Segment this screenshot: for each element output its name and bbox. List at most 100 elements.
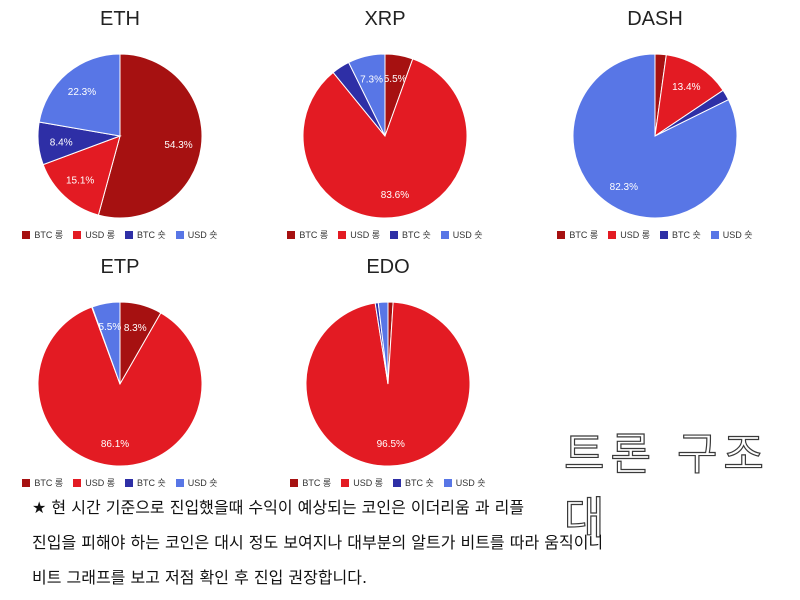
pie-slice-usd-long — [302, 58, 468, 219]
legend-item-btc-short: BTC 숏 — [393, 476, 434, 489]
pie-plot: 13.4% 82.3% — [572, 53, 738, 219]
legend-swatch — [175, 478, 184, 487]
legend-swatch — [73, 478, 82, 487]
slice-data-label: 96.5% — [377, 439, 405, 450]
slice-data-label: 86.1% — [101, 439, 129, 450]
legend-item-btc-long: BTC 롱 — [22, 476, 63, 489]
pie-slice-btc-long — [97, 53, 203, 219]
pie-slice-usd-long — [305, 301, 471, 467]
pie-chart-etp: ETP 8.3% 86.1% 5.5% BTC 롱 USD 롱 BTC 숏 USD 숏 — [0, 248, 250, 498]
legend-label: USD 롱 — [620, 230, 650, 240]
legend-item-btc-short: BTC 숏 — [390, 228, 431, 241]
legend-swatch — [290, 478, 299, 487]
legend-item-btc-short: BTC 숏 — [125, 228, 166, 241]
slice-data-label: 8.4% — [50, 137, 73, 148]
legend-swatch — [660, 230, 668, 239]
pie-slice-usd-long — [37, 306, 203, 467]
legend-swatch — [125, 230, 133, 239]
legend-item-usd-long: USD 롱 — [73, 476, 115, 489]
legend-item-btc-short: BTC 숏 — [660, 228, 701, 241]
legend-item-usd-short: USD 숏 — [443, 476, 486, 489]
pie-chart-eth: ETH 54.3% 15.1% 8.4% 22.3% BTC 롱 USD 롱 BTC 숏 U… — [0, 0, 250, 250]
legend-swatch — [22, 478, 31, 487]
legend-item-usd-long: USD 롱 — [338, 228, 380, 241]
legend-swatch — [390, 230, 398, 239]
slice-data-label: 5.5% — [384, 74, 407, 85]
chart-title: DASH — [627, 8, 683, 30]
legend-swatch — [608, 230, 617, 239]
legend-label: BTC 롱 — [569, 230, 599, 240]
slice-data-label: 83.6% — [381, 190, 409, 201]
legend-label: BTC 롱 — [299, 230, 329, 240]
pie-slice-usd-short — [377, 301, 389, 385]
legend-item-btc-long: BTC 롱 — [22, 228, 63, 241]
slice-data-label: 82.3% — [610, 182, 638, 193]
pie-plot: 54.3% 15.1% 8.4% 22.3% — [37, 53, 203, 219]
pie-chart-xrp: XRP 5.5% 83.6% 7.3% BTC 롱 USD 롱 BTC 숏 USD 숏 — [255, 0, 515, 250]
pie-slice-usd-short — [91, 301, 121, 385]
legend-label: USD 숏 — [722, 230, 753, 240]
legend-label: BTC 롱 — [34, 478, 64, 488]
pie-slice-usd-short — [348, 53, 386, 137]
legend-swatch — [338, 230, 347, 239]
legend-label: BTC 숏 — [137, 230, 166, 240]
chart-legend: BTC 롱 USD 롱 BTC 숏 USD 숏 — [255, 228, 515, 241]
chart-legend: BTC 롱 USD 롱 BTC 숏 USD 숏 — [258, 476, 518, 489]
legend-item-usd-long: USD 롱 — [341, 476, 383, 489]
slice-data-label: 15.1% — [66, 176, 94, 187]
pie-slice-usd-short — [572, 53, 738, 219]
legend-swatch — [710, 230, 719, 239]
legend-label: USD 숏 — [187, 230, 218, 240]
legend-label: USD 롱 — [353, 478, 383, 488]
legend-label: USD 롱 — [350, 230, 380, 240]
legend-label: BTC 숏 — [405, 478, 434, 488]
slice-data-label: 7.3% — [360, 75, 383, 86]
legend-label: USD 숏 — [452, 230, 483, 240]
legend-item-usd-short: USD 숏 — [175, 476, 218, 489]
legend-item-usd-long: USD 롱 — [608, 228, 650, 241]
note-line: 비트 그래프를 보고 저점 확인 후 진입 권장합니다. — [32, 568, 368, 587]
legend-label: BTC 숏 — [137, 478, 166, 488]
pie-slice-usd-short — [38, 53, 121, 137]
chart-legend: BTC 롱 USD 롱 BTC 숏 USD 숏 — [0, 228, 250, 241]
legend-item-btc-short: BTC 숏 — [125, 476, 166, 489]
legend-swatch — [22, 230, 31, 239]
legend-swatch — [393, 478, 401, 487]
notes-block: ★ 현 시간 기준으로 진입했을때 수익이 예상되는 코인은 이더리움 과 리플… — [32, 494, 782, 599]
legend-item-usd-short: USD 숏 — [440, 228, 483, 241]
legend-item-usd-long: USD 롱 — [73, 228, 115, 241]
chart-title: ETH — [100, 8, 140, 30]
legend-label: BTC 숏 — [402, 230, 431, 240]
pie-slice-usd-long — [42, 135, 121, 216]
legend-label: USD 롱 — [85, 230, 115, 240]
legend-item-usd-short: USD 숏 — [710, 228, 753, 241]
chart-title: XRP — [364, 8, 406, 30]
slice-data-label: 54.3% — [164, 140, 192, 151]
legend-item-btc-long: BTC 롱 — [557, 228, 598, 241]
legend-swatch — [557, 230, 566, 239]
pie-slice-usd-long — [654, 54, 724, 138]
note-line: ★ 현 시간 기준으로 진입했을때 수익이 예상되는 코인은 이더리움 과 리플 — [32, 498, 525, 517]
pie-plot: 8.3% 86.1% 5.5% — [37, 301, 203, 467]
legend-swatch — [443, 478, 452, 487]
chart-title: ETP — [100, 256, 140, 278]
legend-label: BTC 숏 — [672, 230, 701, 240]
pie-plot: 96.5% — [305, 301, 471, 467]
slice-data-label: 5.5% — [98, 322, 121, 333]
legend-swatch — [341, 478, 350, 487]
pie-chart-dash: DASH 13.4% 82.3% BTC 롱 USD 롱 BTC 숏 USD 숏 — [525, 0, 785, 250]
legend-label: USD 숏 — [187, 478, 218, 488]
legend-swatch — [125, 478, 133, 487]
legend-label: BTC 롱 — [302, 478, 332, 488]
legend-item-btc-long: BTC 롱 — [287, 228, 328, 241]
chart-title: EDO — [366, 256, 410, 278]
legend-swatch — [287, 230, 296, 239]
legend-item-usd-short: USD 숏 — [175, 228, 218, 241]
legend-swatch — [440, 230, 449, 239]
slice-data-label: 8.3% — [124, 323, 147, 334]
watermark-text: 트론 구조대 — [563, 428, 770, 544]
legend-swatch — [73, 230, 82, 239]
legend-label: BTC 롱 — [34, 230, 64, 240]
note-line: 진입을 피해야 하는 코인은 대시 정도 보여지나 대부분의 알트가 비트를 따… — [32, 533, 604, 552]
pie-plot: 5.5% 83.6% 7.3% — [302, 53, 468, 219]
